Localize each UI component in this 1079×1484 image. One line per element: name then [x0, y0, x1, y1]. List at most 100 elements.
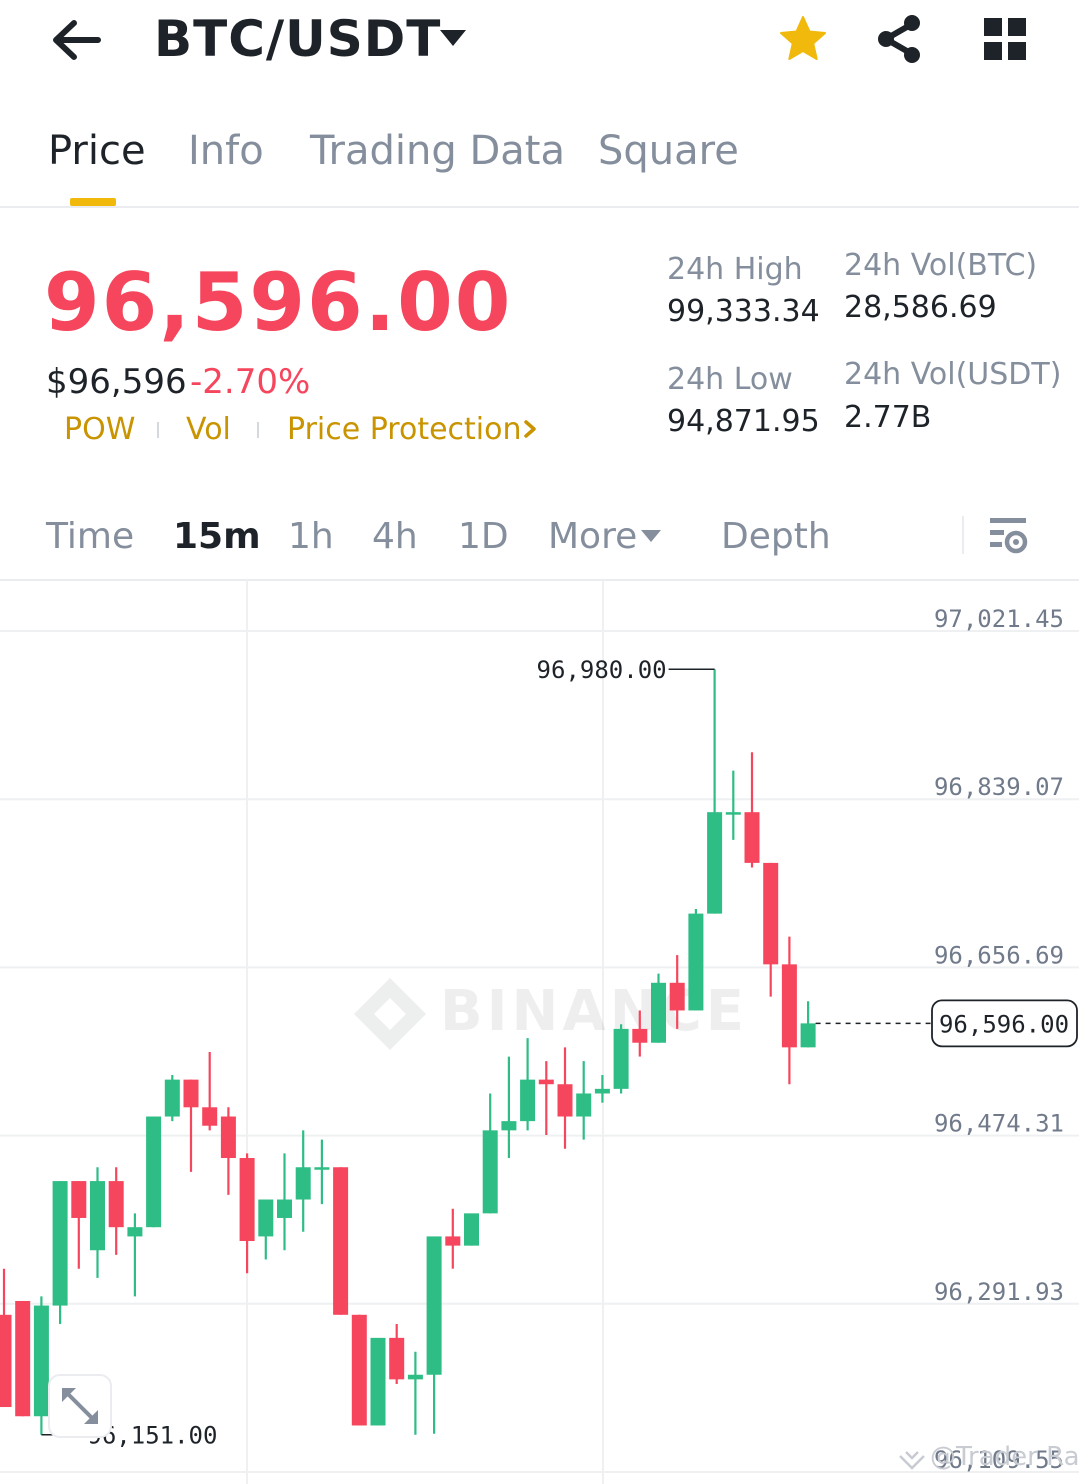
- candle: [295, 1130, 311, 1232]
- candle-body: [688, 913, 704, 1011]
- candle: [781, 936, 797, 1085]
- tab-info[interactable]: Info: [188, 128, 264, 174]
- candle-body: [295, 1167, 311, 1200]
- star-icon[interactable]: [778, 14, 828, 64]
- chevron-right-icon[interactable]: [520, 418, 540, 440]
- y-tick-label: 97,021.45: [934, 605, 1064, 633]
- candle: [351, 1314, 367, 1426]
- candle-body: [651, 982, 666, 1043]
- candle: [90, 1167, 105, 1278]
- candle-body: [669, 982, 685, 1011]
- y-tick-label: 96,109.55: [934, 1446, 1064, 1474]
- candle-body: [576, 1093, 592, 1117]
- candle-body: [781, 964, 797, 1048]
- y-tick-label: 96,474.31: [934, 1110, 1064, 1138]
- candle: [464, 1213, 479, 1246]
- tabs-divider: [0, 206, 1079, 208]
- vol-base-label: 24h Vol(BTC): [844, 248, 1038, 283]
- candle-body: [763, 862, 779, 965]
- high-label: 24h High: [667, 252, 803, 287]
- y-tick-label: 96,839.07: [934, 773, 1064, 801]
- candle: [183, 1079, 199, 1172]
- tab-price[interactable]: Price: [48, 128, 146, 174]
- candle-body: [183, 1079, 199, 1108]
- candle: [15, 1300, 31, 1417]
- candle: [108, 1167, 124, 1255]
- candle-body: [277, 1199, 292, 1218]
- candle-body: [239, 1158, 255, 1242]
- candle: [164, 1075, 180, 1122]
- candle: [632, 1010, 648, 1057]
- back-arrow-icon[interactable]: [48, 14, 104, 66]
- candle-body: [370, 1337, 386, 1426]
- interval-1d[interactable]: 1D: [458, 516, 509, 557]
- candle: [258, 1199, 274, 1260]
- vol-base-value: 28,586.69: [844, 290, 997, 325]
- candle-body: [557, 1084, 573, 1117]
- candle: [576, 1061, 592, 1140]
- candle-body: [164, 1079, 180, 1117]
- grid-icon[interactable]: [982, 16, 1028, 62]
- candle-body: [0, 1314, 12, 1408]
- low-value: 94,871.95: [667, 404, 820, 439]
- candle: [370, 1337, 386, 1426]
- candle-body: [407, 1374, 423, 1380]
- candle: [407, 1351, 423, 1435]
- chart-settings-icon[interactable]: [986, 514, 1030, 558]
- max-price-label: 96,980.00: [537, 656, 667, 684]
- candle-body: [725, 812, 741, 815]
- candle: [613, 1024, 629, 1094]
- candle-body: [314, 1167, 330, 1170]
- interval-time[interactable]: Time: [46, 516, 135, 557]
- candle-body: [800, 1023, 816, 1048]
- change-percent: -2.70%: [190, 362, 311, 402]
- caret-down-icon[interactable]: [640, 528, 662, 544]
- caret-down-icon[interactable]: [438, 26, 468, 50]
- candle: [33, 1296, 49, 1435]
- tag-price-protection[interactable]: Price Protection: [287, 412, 522, 447]
- candle: [314, 1139, 330, 1205]
- candle: [0, 1268, 12, 1408]
- candle: [426, 1236, 442, 1434]
- tab-trading-data[interactable]: Trading Data: [310, 128, 565, 174]
- depth-tab[interactable]: Depth: [721, 516, 831, 557]
- candle-body: [389, 1337, 405, 1380]
- tab-square[interactable]: Square: [598, 128, 739, 174]
- fullscreen-button[interactable]: [48, 1374, 112, 1438]
- candle-body: [520, 1079, 536, 1122]
- candle: [501, 1056, 517, 1159]
- candle-body: [108, 1181, 124, 1228]
- candle-body: [52, 1181, 68, 1306]
- low-label: 24h Low: [667, 362, 793, 397]
- candle-body: [71, 1181, 87, 1218]
- pair-title[interactable]: BTC/USDT: [154, 10, 442, 68]
- candle-body: [445, 1236, 461, 1246]
- candle: [71, 1181, 87, 1269]
- candle-body: [632, 1028, 648, 1043]
- y-tick-label: 96,291.93: [934, 1278, 1064, 1306]
- candle: [744, 752, 760, 868]
- last-price-badge-label: 96,596.00: [939, 1010, 1069, 1038]
- vol-quote-label: 24h Vol(USDT): [844, 357, 1062, 392]
- tag-separator: [157, 422, 159, 438]
- interval-4h[interactable]: 4h: [372, 516, 418, 557]
- tag-pow[interactable]: POW: [64, 412, 136, 447]
- candle-body: [501, 1121, 517, 1131]
- user-watermark: @Trader Rai: [930, 1442, 1079, 1472]
- binance-watermark: BINANCE: [354, 978, 744, 1050]
- candle: [482, 1093, 498, 1214]
- share-icon[interactable]: [874, 14, 924, 64]
- candle: [707, 669, 723, 914]
- interval-15m[interactable]: 15m: [173, 516, 261, 557]
- candle: [520, 1038, 536, 1131]
- tag-vol[interactable]: Vol: [186, 412, 231, 447]
- interval-1h[interactable]: 1h: [288, 516, 334, 557]
- y-tick-label: 96,656.69: [934, 941, 1064, 969]
- candlestick-chart[interactable]: BINANCE 97,021.45 96,839.07 96,656.69 96,47…: [0, 580, 1079, 1484]
- expand-icon: [62, 1388, 98, 1424]
- candle-body: [15, 1300, 31, 1417]
- interval-more[interactable]: More: [548, 516, 638, 557]
- candle-body: [744, 812, 760, 863]
- candle-body: [482, 1130, 498, 1214]
- fiat-price: $96,596: [46, 362, 187, 402]
